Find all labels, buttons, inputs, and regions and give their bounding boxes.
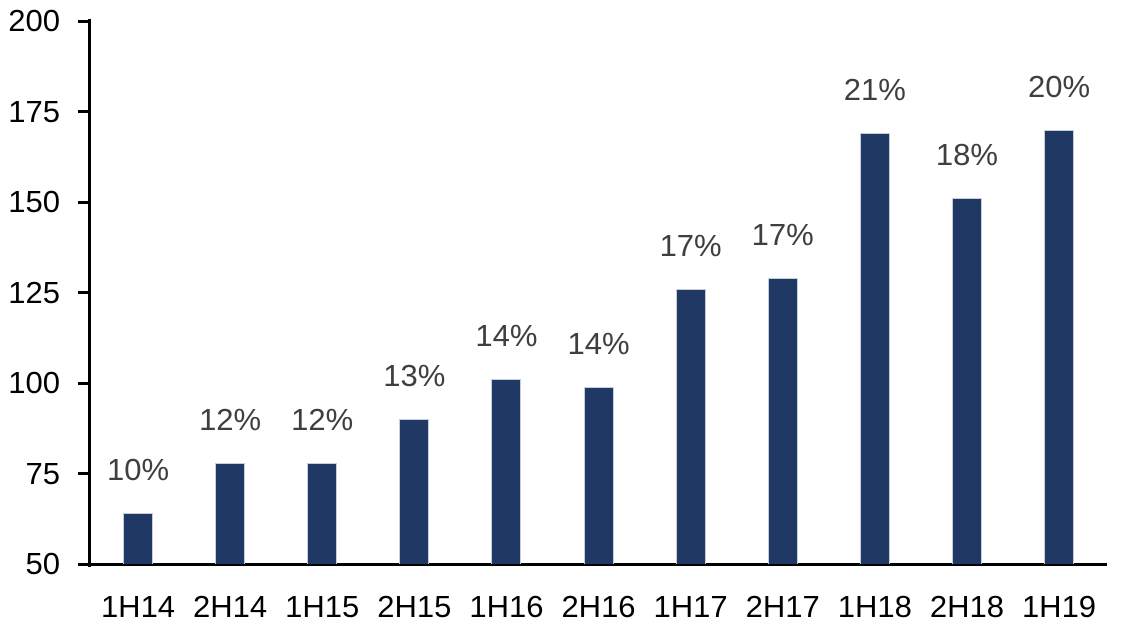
- x-tick-label-1H15: 1H15: [285, 589, 360, 624]
- bar-2H17: [767, 278, 798, 564]
- y-tick-mark-175: [78, 110, 91, 113]
- bar-value-label-1H17: 17%: [659, 227, 722, 263]
- bar-value-label-2H17: 17%: [751, 217, 814, 253]
- bar-value-label-1H15: 12%: [291, 401, 354, 437]
- y-tick-label-75: 75: [25, 455, 60, 491]
- x-tick-label-2H16: 2H16: [561, 589, 636, 624]
- y-tick-mark-150: [78, 200, 91, 204]
- bar-1H14: [123, 513, 153, 564]
- x-tick-label-1H18: 1H18: [837, 589, 912, 624]
- y-tick-label-125: 125: [8, 274, 60, 310]
- bar-1H15: [307, 462, 338, 564]
- x-tick-label-1H14: 1H14: [100, 589, 176, 624]
- bar-value-label-1H18: 21%: [843, 72, 906, 108]
- bar-value-label-1H14: 10%: [106, 452, 170, 488]
- bar-value-label-2H15: 13%: [383, 358, 446, 394]
- x-tick-label-2H14: 2H14: [193, 589, 268, 624]
- bar-2H14: [215, 462, 246, 564]
- y-tick-mark-75: [78, 472, 91, 475]
- x-tick-label-1H19: 1H19: [1021, 589, 1097, 624]
- x-tick-label-2H18: 2H18: [929, 589, 1004, 624]
- bar-1H16: [491, 379, 522, 564]
- y-tick-label-175: 175: [8, 93, 60, 129]
- bar-value-label-1H19: 20%: [1027, 68, 1091, 104]
- bar-2H18: [951, 198, 982, 564]
- bar-value-label-2H18: 18%: [935, 137, 998, 173]
- bar-value-label-2H16: 14%: [567, 325, 630, 361]
- x-tick-label-2H17: 2H17: [745, 589, 820, 624]
- x-axis-line: [78, 563, 1107, 566]
- x-tick-label-1H17: 1H17: [653, 589, 728, 624]
- bar-1H18: [859, 133, 890, 564]
- y-tick-label-150: 150: [8, 184, 60, 219]
- x-tick-label-2H15: 2H15: [377, 589, 452, 624]
- y-tick-mark-200: [78, 19, 91, 23]
- y-tick-label-100: 100: [8, 365, 60, 400]
- y-tick-mark-50: [78, 562, 91, 566]
- bar-value-label-1H16: 14%: [475, 318, 538, 354]
- bar-2H15: [399, 419, 430, 564]
- bar-value-label-2H14: 12%: [199, 401, 262, 437]
- y-tick-label-50: 50: [25, 546, 60, 581]
- bar-1H19: [1044, 129, 1074, 564]
- y-tick-mark-125: [78, 291, 91, 294]
- x-tick-label-1H16: 1H16: [469, 589, 544, 624]
- bar-1H17: [675, 288, 706, 564]
- y-tick-mark-100: [78, 381, 91, 385]
- y-tick-label-200: 200: [8, 3, 60, 38]
- bar-2H16: [583, 386, 614, 564]
